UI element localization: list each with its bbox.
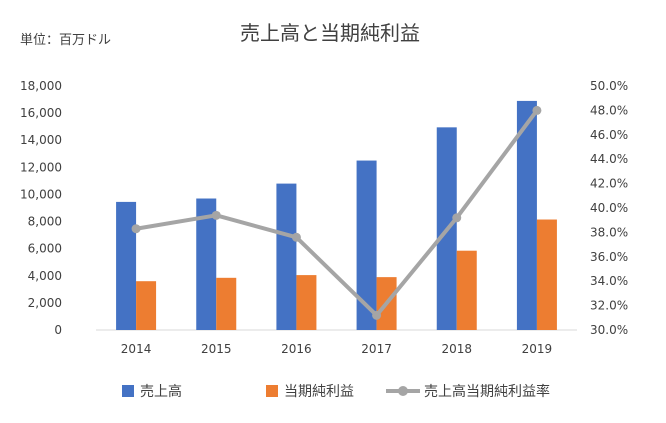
bar-sales [116, 201, 137, 330]
y-left-tick-label: 2,000 [28, 296, 62, 310]
y-left-tick-label: 18,000 [20, 79, 62, 93]
margin-point [211, 210, 221, 220]
legend-swatch [266, 385, 278, 397]
y-right-tick-label: 32.0% [590, 299, 628, 313]
x-tick-label: 2015 [201, 342, 232, 356]
bar-net-income [456, 250, 477, 330]
x-tick-label: 2016 [281, 342, 312, 356]
x-axis: 2014 2015 2016 2017 2018 2019 [121, 342, 552, 356]
margin-point [131, 224, 141, 234]
x-tick-label: 2017 [361, 342, 392, 356]
y-right-tick-label: 38.0% [590, 225, 628, 239]
bars-group [116, 100, 557, 331]
y-left-tick-label: 16,000 [20, 106, 62, 120]
left-axis: 0 2,000 4,000 6,000 8,000 10,000 12,000 14,000 1… [20, 79, 62, 337]
bar-sales [276, 183, 297, 330]
bar-sales [516, 100, 537, 331]
y-left-tick-label: 0 [54, 323, 62, 337]
bar-sales [356, 160, 377, 330]
y-left-tick-label: 12,000 [20, 160, 62, 174]
x-tick-label: 2018 [441, 342, 472, 356]
bar-net-income [136, 281, 157, 330]
unit-label: 単位：百万ドル [20, 32, 111, 48]
x-tick-label: 2014 [121, 342, 152, 356]
y-right-tick-label: 34.0% [590, 274, 628, 288]
legend-label: 当期純利益 [284, 384, 354, 400]
bar-net-income [296, 275, 317, 330]
legend: 売上高 当期純利益 売上高当期純利益率 [122, 383, 550, 400]
margin-point [452, 213, 462, 223]
margin-line [135, 109, 539, 318]
margin-point [372, 310, 382, 320]
y-right-tick-label: 40.0% [590, 201, 628, 215]
y-left-tick-label: 10,000 [20, 187, 62, 201]
y-right-tick-label: 44.0% [590, 152, 628, 166]
y-left-tick-label: 8,000 [28, 215, 62, 229]
y-right-tick-label: 46.0% [590, 128, 628, 142]
legend-label: 売上高当期純利益率 [424, 383, 550, 400]
right-axis: 30.0% 32.0% 34.0% 36.0% 38.0% 40.0% 42.0% 44.0%… [590, 79, 628, 337]
y-left-tick-label: 6,000 [28, 242, 62, 256]
y-left-tick-label: 4,000 [28, 269, 62, 283]
y-right-tick-label: 42.0% [590, 177, 628, 191]
y-right-tick-label: 48.0% [590, 103, 628, 117]
bar-sales [196, 198, 217, 330]
y-left-tick-label: 14,000 [20, 133, 62, 147]
bar-net-income [536, 219, 557, 330]
y-right-tick-label: 36.0% [590, 250, 628, 264]
bar-net-income [216, 277, 237, 330]
y-right-tick-label: 30.0% [590, 323, 628, 337]
x-tick-label: 2019 [522, 342, 553, 356]
chart-title: 売上高と当期純利益 [240, 21, 420, 45]
y-right-tick-label: 50.0% [590, 79, 628, 93]
margin-point [532, 105, 542, 115]
line-series-group [131, 105, 542, 320]
margin-point [291, 232, 301, 242]
legend-swatch [122, 385, 134, 397]
legend-marker [398, 386, 408, 396]
legend-label: 売上高 [140, 383, 182, 400]
